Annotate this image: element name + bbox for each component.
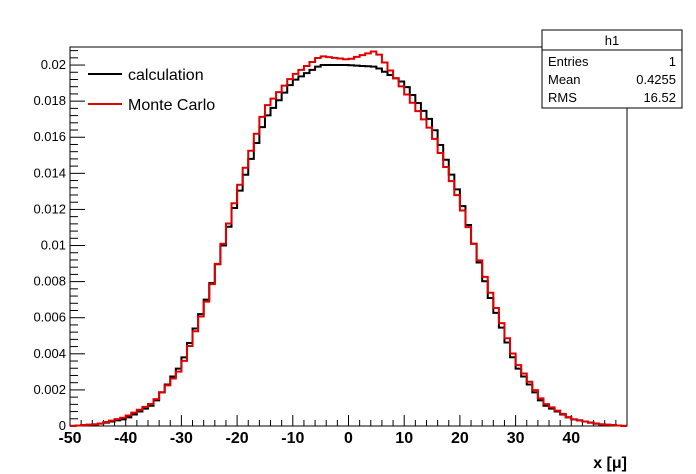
legend: calculation Monte Carlo xyxy=(88,67,215,114)
series-calculation xyxy=(70,64,627,427)
x-tick-label: 30 xyxy=(507,430,525,447)
y-tick-label: 0.016 xyxy=(33,129,66,144)
x-tick-label: -10 xyxy=(281,430,304,447)
y-tick-label: 0.02 xyxy=(41,57,66,72)
y-tick-label: 0.006 xyxy=(33,310,66,325)
x-axis: -50 -40 -30 -20 -10 0 10 20 30 40 xyxy=(58,415,617,447)
x-tick-label: -50 xyxy=(58,430,81,447)
y-tick-label: 0.014 xyxy=(33,165,66,180)
legend-label-calculation: calculation xyxy=(128,67,204,84)
y-tick-label: 0.008 xyxy=(33,274,66,289)
y-tick-label: 0.01 xyxy=(41,238,66,253)
stats-entries-value: 1 xyxy=(669,54,676,69)
y-tick-label: 0.012 xyxy=(33,201,66,216)
stats-mean-value: 0.4255 xyxy=(636,72,676,87)
stats-mean-label: Mean xyxy=(548,72,581,87)
y-tick-label: 0.002 xyxy=(33,382,66,397)
x-tick-label: -40 xyxy=(114,430,137,447)
y-tick-label: 0 xyxy=(59,418,66,433)
stats-box-frame xyxy=(541,29,683,109)
series-monte-carlo xyxy=(70,50,627,427)
x-tick-label: -30 xyxy=(170,430,193,447)
stats-box-title: h1 xyxy=(605,33,619,48)
x-tick-label: -20 xyxy=(226,430,249,447)
y-tick-label: 0.018 xyxy=(33,93,66,108)
x-axis-title: x [μ] xyxy=(593,455,627,472)
stats-entries-label: Entries xyxy=(548,54,589,69)
x-tick-label: 40 xyxy=(562,430,580,447)
series-layer xyxy=(70,50,627,427)
x-tick-label: 10 xyxy=(395,430,413,447)
x-tick-label: 0 xyxy=(344,430,353,447)
legend-label-monte-carlo: Monte Carlo xyxy=(128,97,215,114)
y-tick-label: 0.004 xyxy=(33,346,66,361)
stats-box: h1 Entries 1 Mean 0.4255 RMS 16.52 xyxy=(541,29,683,109)
stats-rms-label: RMS xyxy=(548,90,577,105)
y-axis: 0 0.002 0.004 0.006 0.008 0.01 0.012 0.014 0.016… xyxy=(33,50,85,433)
stats-rms-value: 16.52 xyxy=(643,90,676,105)
x-tick-label: 20 xyxy=(451,430,469,447)
